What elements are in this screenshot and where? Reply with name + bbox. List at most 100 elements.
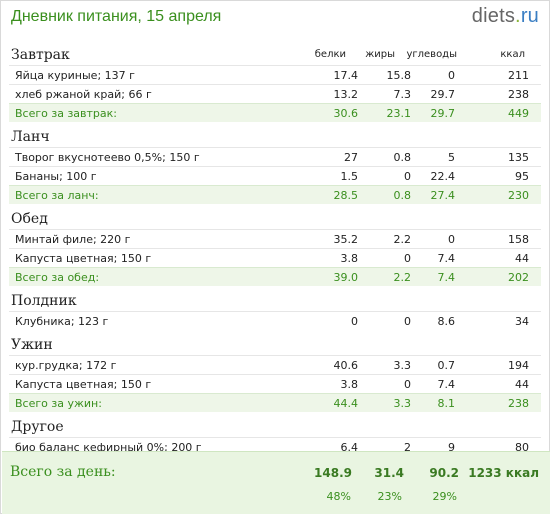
meal-total-label: Всего за завтрак: [15,107,118,120]
header: Дневник питания, 15 апреля diets.ru [1,1,549,39]
food-name[interactable]: Капуста цветная; 150 г [15,378,152,391]
food-protein: 13.2 [333,88,359,101]
meal-header: Другое [9,417,541,437]
day-total-fat: 31.4 [374,466,404,480]
food-carbs: 0 [448,69,455,82]
food-protein: 1.5 [340,170,359,183]
meal-header: Ланч [9,127,541,147]
food-row[interactable]: Минтай филе; 220 г 35.2 2.2 0 158 [9,229,541,248]
meal-header: Полдник [9,291,541,311]
food-kcal: 194 [508,359,529,372]
food-fat: 2 [404,441,411,454]
meal-total-carbs: 8.1 [437,397,456,410]
meal-total-kcal: 449 [508,107,529,120]
food-protein: 0 [351,315,358,328]
food-carbs: 5 [448,151,455,164]
food-protein: 6.4 [340,441,359,454]
food-name[interactable]: Яйца куриные; 137 г [15,69,135,82]
food-name[interactable]: Клубника; 123 г [15,315,109,328]
diets-logo[interactable]: diets.ru [472,5,539,28]
meal-total-protein: 30.6 [333,107,359,120]
food-fat: 0.8 [393,151,412,164]
day-total-carbs: 90.2 [429,466,459,480]
meal-header: Обед [9,209,541,229]
brand-dot: . [515,5,521,27]
food-name[interactable]: Капуста цветная; 150 г [15,252,152,265]
food-row[interactable]: Яйца куриные; 137 г 17.4 15.8 0 211 [9,65,541,84]
food-fat: 3.3 [393,359,412,372]
column-header-kcal: ккал [500,49,525,60]
food-row[interactable]: кур.грудка; 172 г 40.6 3.3 0.7 194 [9,355,541,374]
meal-total-label: Всего за ужин: [15,397,102,410]
food-kcal: 135 [508,151,529,164]
meal-title: Завтрак [11,47,70,63]
meal-total-label: Всего за ланч: [15,189,99,202]
food-row[interactable]: Капуста цветная; 150 г 3.8 0 7.4 44 [9,248,541,267]
day-total: Всего за день: 148.9 31.4 90.2 1233 ккал… [2,451,550,514]
day-fat-percent: 23% [377,490,402,503]
food-name[interactable]: Творог вкуснотеево 0,5%; 150 г [15,151,200,164]
day-total-label: Всего за день: [10,464,116,480]
meal-total-label: Всего за обед: [15,271,100,284]
food-row[interactable]: Творог вкуснотеево 0,5%; 150 г 27 0.8 5 135 [9,147,541,166]
column-header-protein: белки [314,49,346,60]
diary-table: Завтрак белки жиры углеводы ккал Яйца куриные… [9,45,541,461]
food-protein: 35.2 [333,233,359,246]
meal-total-row: Всего за ужин: 44.4 3.3 8.1 238 [9,393,541,412]
food-carbs: 8.6 [437,315,456,328]
meal-total-row: Всего за ланч: 28.5 0.8 27.4 230 [9,185,541,204]
meal-total-fat: 2.2 [393,271,412,284]
food-kcal: 80 [515,441,529,454]
food-fat: 0 [404,378,411,391]
food-fat: 0 [404,252,411,265]
food-protein: 3.8 [340,252,359,265]
food-name[interactable]: кур.грудка; 172 г [15,359,117,372]
food-kcal: 44 [515,252,529,265]
food-name[interactable]: Бананы; 100 г [15,170,97,183]
food-carbs: 0.7 [437,359,456,372]
food-fat: 2.2 [393,233,412,246]
food-kcal: 34 [515,315,529,328]
meal-total-kcal: 230 [508,189,529,202]
food-carbs: 22.4 [430,170,456,183]
day-total-protein: 148.9 [314,466,352,480]
meal-total-carbs: 29.7 [430,107,456,120]
column-header-carbs: углеводы [406,49,457,60]
food-fat: 15.8 [386,69,412,82]
brand-name: diets [471,5,516,27]
food-carbs: 9 [448,441,455,454]
food-kcal: 238 [508,88,529,101]
meal-title: Ужин [11,337,53,353]
meal-total-carbs: 27.4 [430,189,456,202]
food-row[interactable]: Бананы; 100 г 1.5 0 22.4 95 [9,166,541,185]
food-carbs: 0 [448,233,455,246]
food-protein: 3.8 [340,378,359,391]
meal-total-carbs: 7.4 [437,271,456,284]
meal-total-kcal: 202 [508,271,529,284]
meal-total-fat: 3.3 [393,397,412,410]
meal-title: Обед [11,211,48,227]
food-row[interactable]: хлеб ржаной край; 66 г 13.2 7.3 29.7 238 [9,84,541,103]
meal-total-fat: 23.1 [386,107,412,120]
food-kcal: 211 [508,69,529,82]
meal-total-row: Всего за обед: 39.0 2.2 7.4 202 [9,267,541,286]
meal-title: Другое [11,419,64,435]
food-carbs: 29.7 [430,88,456,101]
food-name[interactable]: Минтай филе; 220 г [15,233,131,246]
food-name[interactable]: био баланс кефирный 0%; 200 г [15,441,202,454]
food-protein: 17.4 [333,69,359,82]
food-fat: 7.3 [393,88,412,101]
meal-header: Ужин [9,335,541,355]
food-name[interactable]: хлеб ржаной край; 66 г [15,88,152,101]
food-fat: 0 [404,315,411,328]
food-row[interactable]: био баланс кефирный 0%; 200 г 6.4 2 9 80 [9,437,541,456]
food-carbs: 7.4 [437,252,456,265]
food-kcal: 95 [515,170,529,183]
page-title: Дневник питания, 15 апреля [11,8,222,25]
food-row[interactable]: Капуста цветная; 150 г 3.8 0 7.4 44 [9,374,541,393]
food-fat: 0 [404,170,411,183]
meal-title: Полдник [11,293,77,309]
food-kcal: 44 [515,378,529,391]
food-row[interactable]: Клубника; 123 г 0 0 8.6 34 [9,311,541,330]
